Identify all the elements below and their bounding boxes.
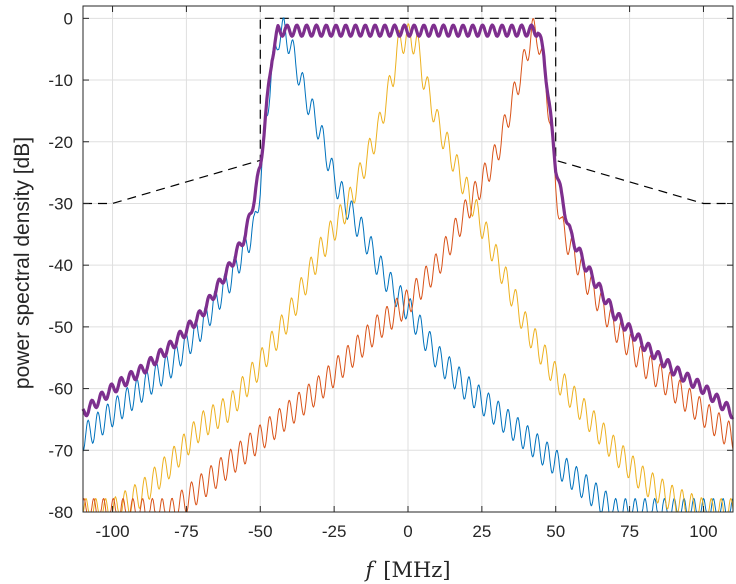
x-tick-label: -25 [322, 522, 347, 541]
y-tick-label: -50 [48, 318, 73, 337]
grid [83, 6, 733, 513]
x-tick-label: 100 [689, 522, 717, 541]
x-tick-label: 50 [546, 522, 565, 541]
x-axis-unit: [MHz] [383, 558, 450, 582]
x-tick-label: -75 [174, 522, 199, 541]
y-tick-label: -20 [48, 133, 73, 152]
series-line-2 [82, 23, 734, 513]
y-tick-label: -70 [48, 441, 73, 460]
spectral-mask [83, 17, 733, 205]
series-group [81, 17, 735, 513]
series-line-1 [82, 17, 734, 513]
x-tick-label: 0 [403, 522, 412, 541]
x-tick-label: 75 [620, 522, 639, 541]
y-tick-label: -10 [48, 71, 73, 90]
y-tick-label: -40 [48, 256, 73, 275]
x-axis-title: f [MHz] [363, 558, 450, 582]
mask-line [83, 17, 733, 205]
y-tick-label: -30 [48, 194, 73, 213]
y-axis-title: power spectral density [dB] [11, 137, 34, 389]
y-tick-label: 0 [64, 9, 73, 28]
y-tick-label: -80 [48, 503, 73, 522]
x-tick-label: 25 [472, 522, 491, 541]
series-line-3 [82, 18, 734, 513]
series-line-4 [81, 23, 735, 420]
y-tick-label: -60 [48, 380, 73, 399]
axes: -100 -75 -50 -25 0 25 50 75 100 0 -10 -20 -30 -40 -50 -… [48, 5, 734, 541]
x-tick-label: -100 [96, 522, 130, 541]
x-tick-label: -50 [248, 522, 273, 541]
x-axis-variable: f [363, 558, 376, 582]
axis-labels: power spectral density [dB] f [MHz] [11, 137, 451, 582]
